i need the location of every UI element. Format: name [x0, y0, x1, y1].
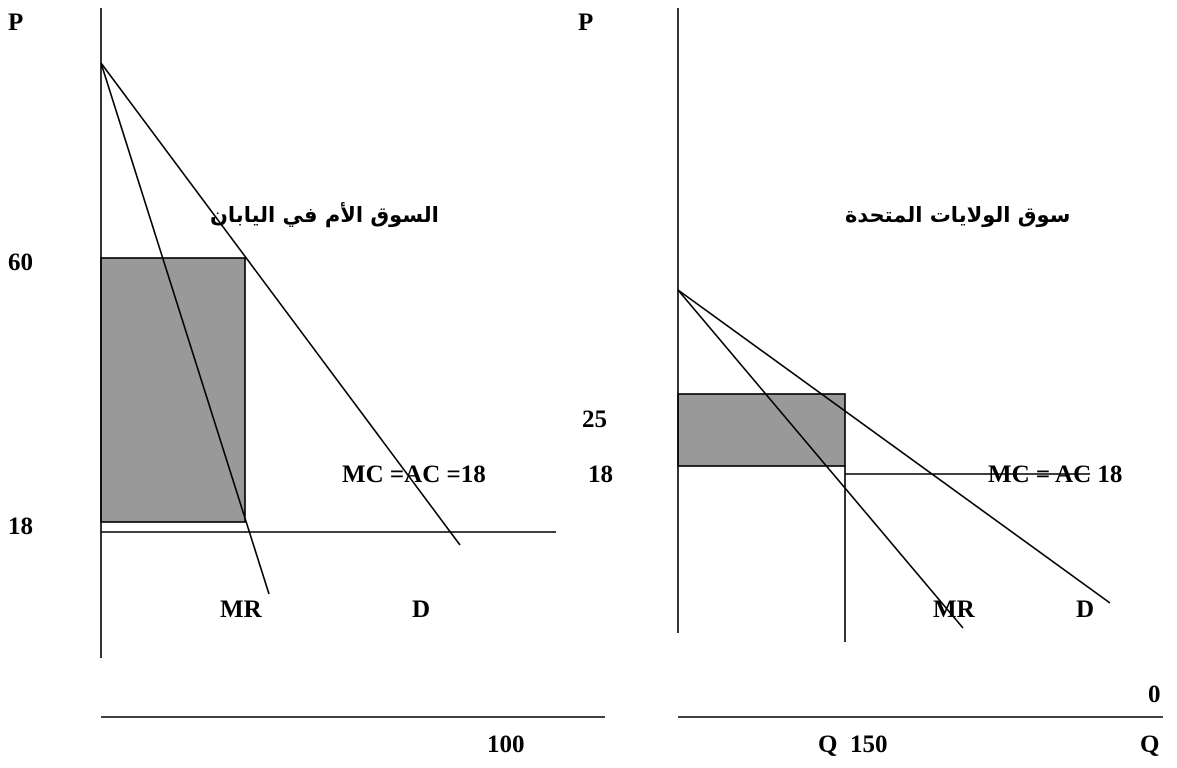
right-tick-25: 25 [582, 406, 607, 433]
left-tick-18: 18 [8, 513, 33, 540]
right-axis-p-label: P [578, 9, 594, 36]
left-profit-rect [100, 257, 246, 523]
right-profit-rect [677, 393, 846, 467]
left-panel-title: السوق الأم في اليابان [210, 203, 439, 227]
right-mr-label: MR [933, 596, 975, 623]
right-mc-ac-label: MC = AC 18 [988, 461, 1123, 488]
left-d-label: D [412, 596, 431, 623]
right-d-label: D [1076, 596, 1095, 623]
right-tick-18: 18 [588, 461, 613, 488]
left-tick-60: 60 [8, 249, 33, 276]
left-mc-ac-label: MC =AC =18 [342, 461, 486, 488]
left-mr-line [100, 62, 270, 595]
right-origin-0: 0 [1148, 681, 1161, 708]
right-q-axis-label: Q [1140, 731, 1160, 758]
left-mr-label: MR [220, 596, 262, 623]
right-q-tick-150: Q 150 [818, 731, 888, 758]
right-demand-line [677, 289, 1111, 604]
left-demand-line [100, 62, 461, 546]
left-axis-p-label: P [8, 9, 24, 36]
right-panel-title: سوق الولايات المتحدة [845, 203, 1071, 227]
left-q-tick-100: 100 [487, 731, 525, 758]
right-mr-line [677, 289, 964, 629]
